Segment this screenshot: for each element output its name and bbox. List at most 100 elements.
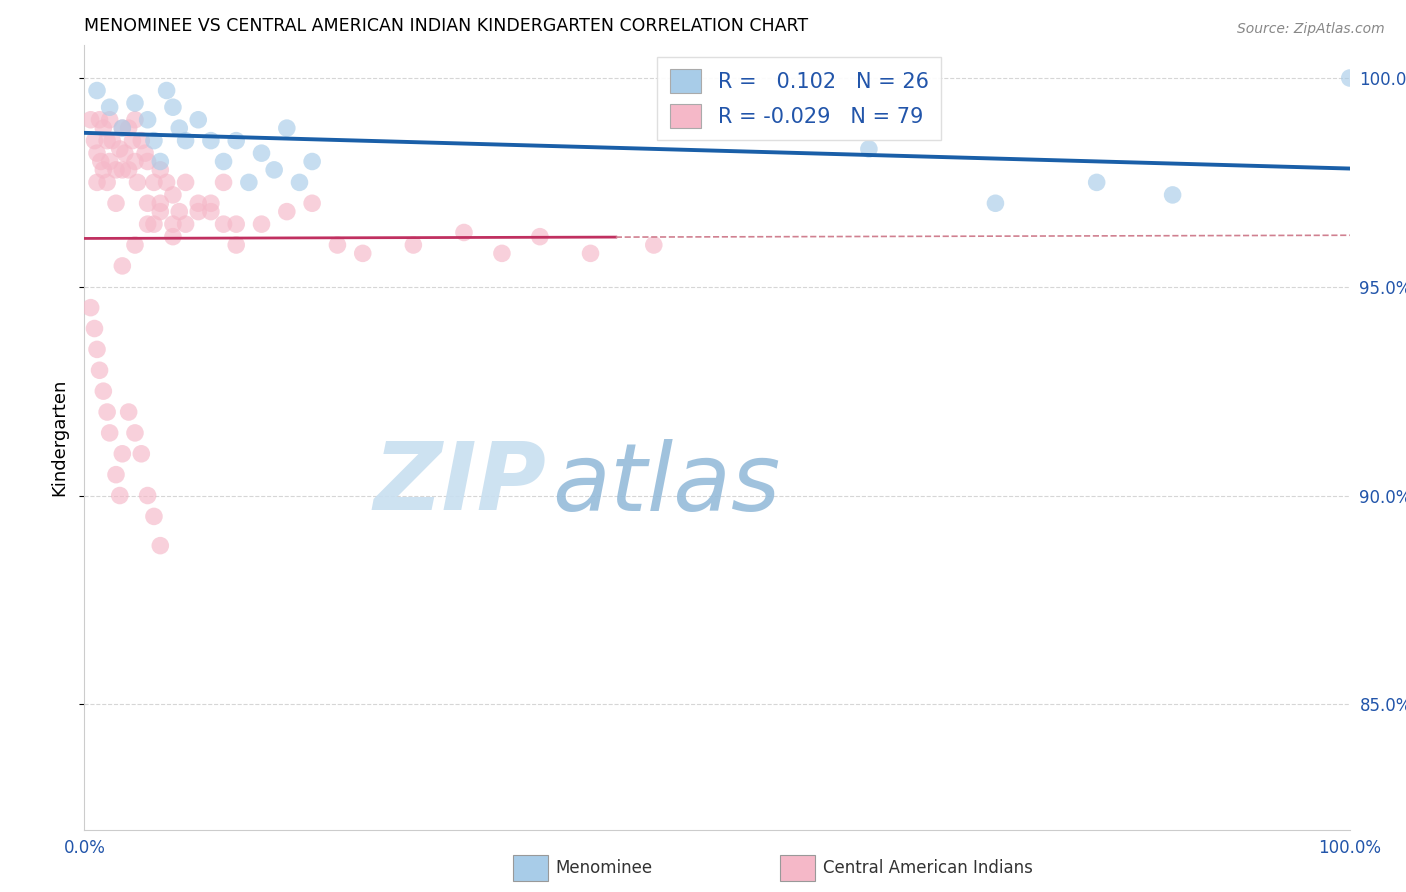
Text: Source: ZipAtlas.com: Source: ZipAtlas.com xyxy=(1237,22,1385,37)
Point xyxy=(225,238,247,252)
Point xyxy=(149,539,172,553)
Point xyxy=(108,142,131,156)
Point xyxy=(98,100,121,114)
Point xyxy=(98,154,121,169)
Point xyxy=(529,229,551,244)
Point xyxy=(86,83,108,97)
Point xyxy=(124,238,146,252)
Point xyxy=(858,142,880,156)
Point xyxy=(453,226,475,240)
Bar xyxy=(780,855,815,881)
Point xyxy=(352,246,374,260)
Point xyxy=(98,425,121,440)
Point xyxy=(136,196,159,211)
Point xyxy=(93,162,115,177)
Point xyxy=(200,134,222,148)
Point xyxy=(96,405,118,419)
Point xyxy=(326,238,349,252)
Point xyxy=(111,259,134,273)
Point xyxy=(136,217,159,231)
Legend: R =   0.102   N = 26, R = -0.029   N = 79: R = 0.102 N = 26, R = -0.029 N = 79 xyxy=(658,56,941,140)
Point xyxy=(105,467,127,482)
Point xyxy=(108,489,131,503)
Point xyxy=(643,238,665,252)
Point xyxy=(136,112,159,127)
Point xyxy=(93,121,115,136)
Point xyxy=(174,134,197,148)
Point xyxy=(162,229,184,244)
Point xyxy=(1339,70,1361,85)
Point xyxy=(124,112,146,127)
Point xyxy=(118,121,141,136)
Point xyxy=(155,175,177,189)
Point xyxy=(134,146,156,161)
Text: atlas: atlas xyxy=(553,439,780,530)
Bar xyxy=(513,855,548,881)
Point xyxy=(579,246,602,260)
Point xyxy=(212,154,235,169)
Point xyxy=(225,134,247,148)
Point xyxy=(136,489,159,503)
Point xyxy=(187,112,209,127)
Point xyxy=(83,134,105,148)
Point xyxy=(111,121,134,136)
Point xyxy=(118,162,141,177)
Point xyxy=(143,175,166,189)
Point xyxy=(93,384,115,399)
Point xyxy=(149,162,172,177)
Point xyxy=(143,217,166,231)
Point xyxy=(90,154,112,169)
Point xyxy=(276,204,298,219)
Point xyxy=(89,363,111,377)
Point xyxy=(124,425,146,440)
Point xyxy=(162,188,184,202)
Text: Central American Indians: Central American Indians xyxy=(823,859,1032,877)
Point xyxy=(118,405,141,419)
Point xyxy=(111,447,134,461)
Point xyxy=(169,204,191,219)
Point xyxy=(162,100,184,114)
Point xyxy=(250,217,273,231)
Point xyxy=(149,154,172,169)
Point xyxy=(129,447,153,461)
Point xyxy=(105,196,127,211)
Point xyxy=(1085,175,1108,189)
Point xyxy=(169,121,191,136)
Point xyxy=(124,154,146,169)
Point xyxy=(86,343,108,357)
Point xyxy=(238,175,260,189)
Point xyxy=(96,134,118,148)
Point xyxy=(111,121,134,136)
Point xyxy=(79,112,103,127)
Point xyxy=(121,134,143,148)
Text: ZIP: ZIP xyxy=(374,438,546,530)
Point xyxy=(187,204,209,219)
Point xyxy=(162,217,184,231)
Point xyxy=(143,134,166,148)
Point xyxy=(101,134,124,148)
Text: MENOMINEE VS CENTRAL AMERICAN INDIAN KINDERGARTEN CORRELATION CHART: MENOMINEE VS CENTRAL AMERICAN INDIAN KIN… xyxy=(84,17,808,35)
Point xyxy=(200,204,222,219)
Point xyxy=(86,146,108,161)
Point xyxy=(288,175,311,189)
Point xyxy=(124,96,146,111)
Point xyxy=(79,301,103,315)
Point xyxy=(155,83,177,97)
Point xyxy=(301,196,323,211)
Point xyxy=(212,217,235,231)
Point xyxy=(105,162,127,177)
Point xyxy=(212,175,235,189)
Point xyxy=(250,146,273,161)
Point xyxy=(96,175,118,189)
Point xyxy=(89,112,111,127)
Point xyxy=(127,175,149,189)
Point xyxy=(187,196,209,211)
Point xyxy=(114,146,136,161)
Point xyxy=(225,217,247,231)
Point xyxy=(200,196,222,211)
Point xyxy=(984,196,1007,211)
Point xyxy=(174,175,197,189)
Point xyxy=(276,121,298,136)
Point xyxy=(98,112,121,127)
Point xyxy=(402,238,425,252)
